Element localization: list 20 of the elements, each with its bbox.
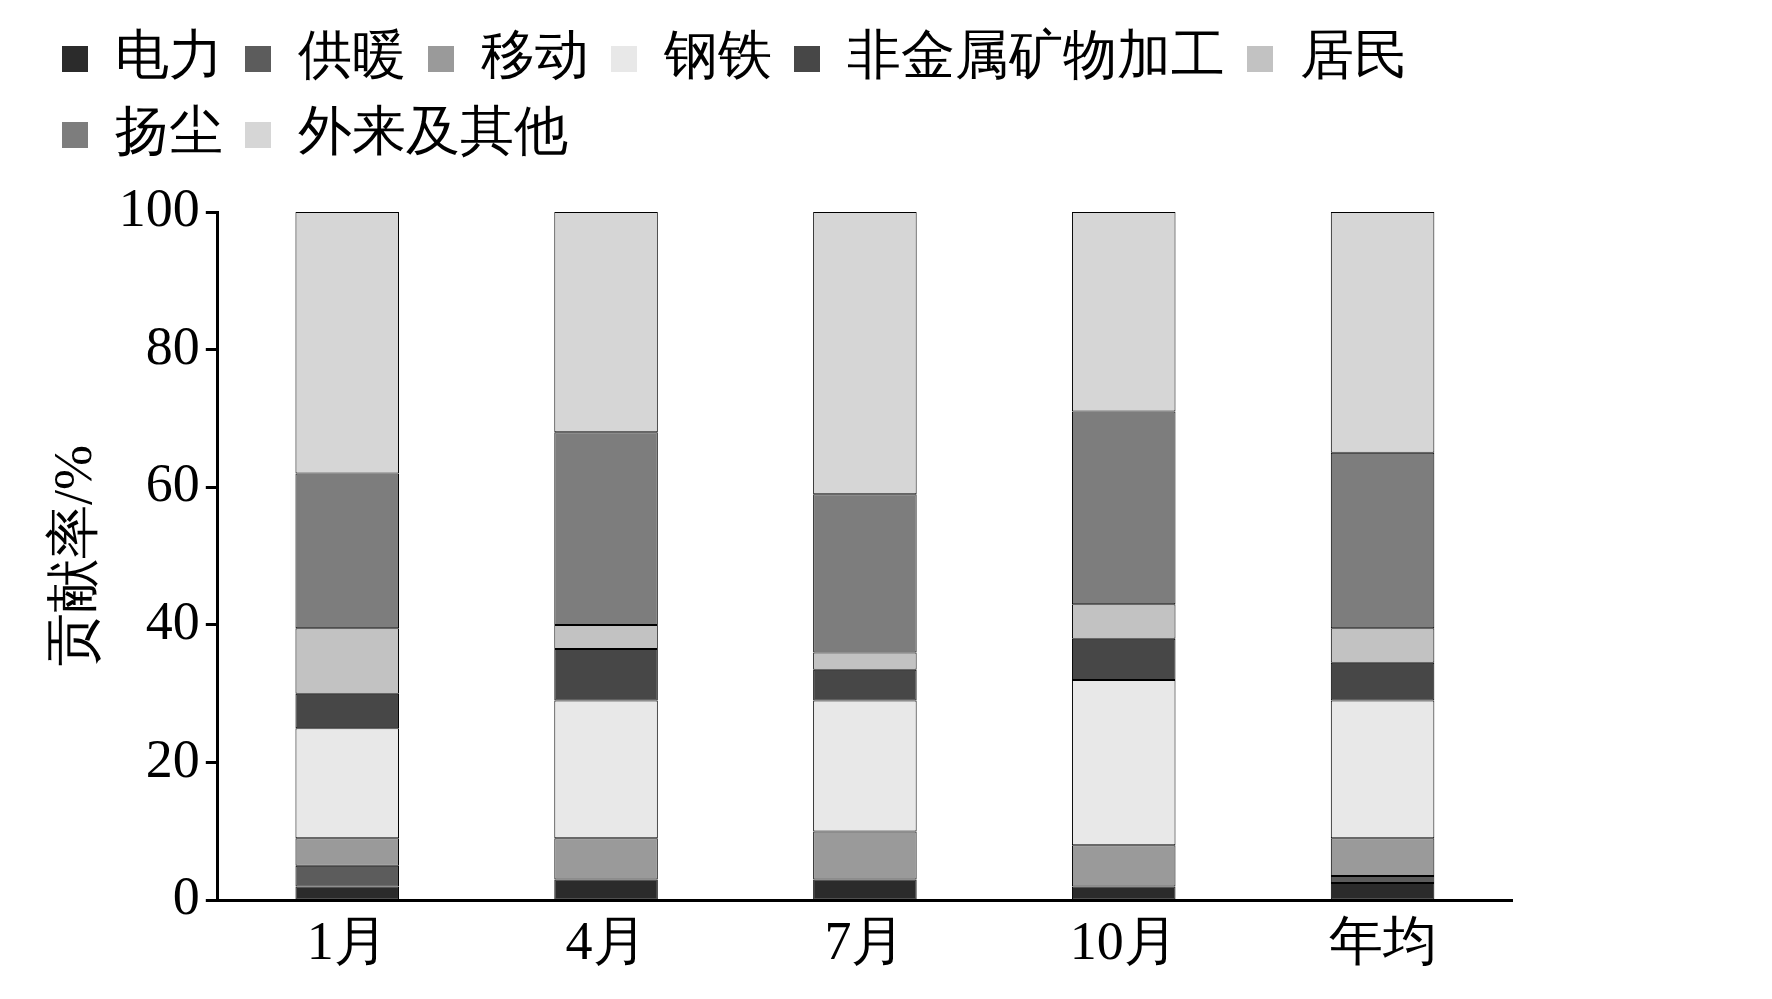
legend-label: 非金属矿物加工 xyxy=(847,25,1225,86)
x-tick-label: 10月 xyxy=(1069,910,1178,971)
legend-label: 扬尘 xyxy=(115,101,223,162)
x-tick-label: 1月 xyxy=(306,910,388,971)
y-tick-label: 80 xyxy=(145,315,200,376)
y-tick-label: 60 xyxy=(145,453,200,514)
x-tick-label: 4月 xyxy=(565,910,647,971)
y-tick-label: 40 xyxy=(145,591,200,652)
legend-label: 移动 xyxy=(481,25,589,86)
legend-label: 钢铁 xyxy=(663,25,772,86)
legend-label: 电力 xyxy=(115,25,223,86)
y-axis-title: 贡献率/% xyxy=(42,445,103,668)
legend-label: 外来及其他 xyxy=(298,101,568,162)
x-tick-label: 年均 xyxy=(1328,910,1437,971)
y-tick-label: 20 xyxy=(145,728,200,789)
x-tick-label: 7月 xyxy=(824,910,906,971)
legend-label: 居民 xyxy=(1300,25,1408,86)
y-tick-label: 0 xyxy=(172,866,200,927)
y-tick-label: 100 xyxy=(118,178,200,239)
legend-label: 供暖 xyxy=(298,25,406,86)
